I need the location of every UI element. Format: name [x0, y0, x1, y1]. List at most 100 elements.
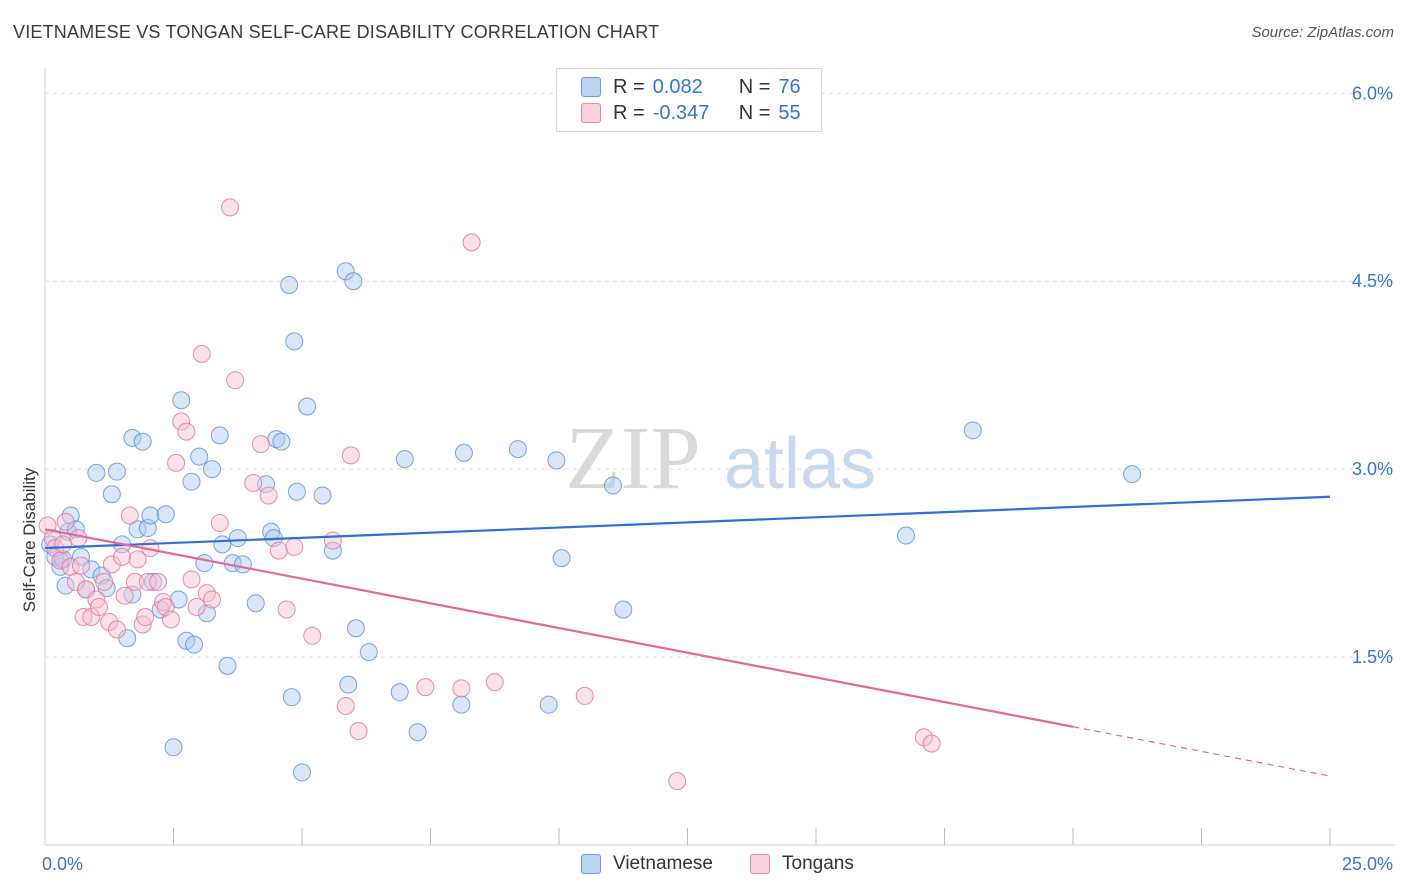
point-tongans: [115, 586, 134, 605]
point-tongans: [269, 541, 288, 560]
point-tongans: [336, 696, 355, 715]
point-vietnamese: [508, 440, 527, 459]
y-tick-label: 4.5%: [1352, 271, 1393, 291]
point-vietnamese: [133, 432, 152, 451]
legend-n-value: 76: [778, 75, 801, 98]
point-tongans: [74, 607, 93, 626]
trend-line-tongans: [44, 528, 1074, 728]
legend-n-label: N =: [738, 101, 771, 124]
point-tongans: [136, 607, 155, 626]
y-tick-label: 6.0%: [1352, 83, 1393, 103]
point-tongans: [575, 686, 594, 705]
point-vietnamese: [390, 683, 409, 702]
point-vietnamese: [454, 443, 473, 462]
point-tongans: [53, 535, 72, 554]
point-tongans: [277, 600, 296, 619]
legend-r-value: -0.347: [652, 101, 710, 124]
point-tongans: [95, 572, 114, 591]
point-vietnamese: [182, 472, 201, 491]
point-vietnamese: [359, 643, 378, 662]
point-vietnamese: [56, 576, 75, 595]
point-vietnamese: [203, 460, 222, 479]
point-tongans: [161, 610, 180, 629]
bottom-legend-label-vietnamese: Vietnamese: [613, 853, 713, 874]
point-tongans: [66, 572, 85, 591]
point-tongans: [149, 572, 168, 591]
point-tongans: [154, 592, 173, 611]
point-tongans: [56, 512, 75, 531]
point-vietnamese: [963, 421, 982, 440]
point-tongans: [82, 607, 101, 626]
point-vietnamese: [257, 475, 276, 494]
point-vietnamese: [185, 635, 204, 654]
point-vietnamese: [336, 262, 355, 281]
point-vietnamese: [172, 391, 191, 410]
x-tick-label: 25.0%: [1342, 854, 1393, 874]
point-vietnamese: [156, 505, 175, 524]
chart-title: VIETNAMESE VS TONGAN SELF-CARE DISABILIT…: [13, 22, 660, 42]
point-tongans: [341, 446, 360, 465]
point-vietnamese: [1123, 465, 1142, 484]
point-vietnamese: [123, 428, 142, 447]
point-vietnamese: [539, 695, 558, 714]
legend-swatch-vietnamese: [581, 77, 601, 97]
point-vietnamese: [272, 432, 291, 451]
point-tongans: [120, 506, 139, 525]
point-vietnamese: [346, 619, 365, 638]
point-vietnamese: [213, 535, 232, 554]
watermark-atlas: atlas: [724, 424, 876, 504]
point-vietnamese: [603, 476, 622, 495]
source-label: Source: ZipAtlas.com: [1251, 24, 1394, 41]
point-tongans: [485, 673, 504, 692]
point-vietnamese: [246, 594, 265, 613]
point-tongans: [462, 233, 481, 252]
point-vietnamese: [452, 695, 471, 714]
point-tongans: [138, 572, 157, 591]
point-tongans: [182, 570, 201, 589]
point-tongans: [113, 547, 132, 566]
point-vietnamese: [344, 272, 363, 291]
point-vietnamese: [51, 557, 70, 576]
point-tongans: [125, 572, 144, 591]
legend-swatch-tongans: [581, 103, 601, 123]
y-tick-label: 1.5%: [1352, 647, 1393, 667]
correlation-legend: R = 0.082 N = 76 R = -0.347 N = 55: [556, 68, 822, 132]
point-vietnamese: [339, 675, 358, 694]
y-tick-label: 3.0%: [1352, 459, 1393, 479]
point-tongans: [71, 556, 90, 575]
point-vietnamese: [285, 332, 304, 351]
point-vietnamese: [228, 529, 247, 548]
point-tongans: [192, 344, 211, 363]
point-tongans: [177, 422, 196, 441]
point-tongans: [452, 679, 471, 698]
point-vietnamese: [197, 604, 216, 623]
point-tongans: [210, 514, 229, 533]
point-vietnamese: [141, 506, 160, 525]
bottom-legend-vietnamese: Vietnamese: [581, 852, 713, 876]
point-tongans: [251, 435, 270, 454]
point-tongans: [87, 590, 106, 609]
point-tongans: [349, 721, 368, 740]
watermark-zip: ZIP: [566, 409, 701, 508]
point-tongans: [187, 597, 206, 616]
bottom-legend-swatch-vietnamese: [581, 854, 601, 874]
point-tongans: [102, 555, 121, 574]
point-tongans: [244, 473, 263, 492]
point-vietnamese: [323, 541, 342, 560]
point-vietnamese: [164, 738, 183, 757]
point-vietnamese: [195, 554, 214, 573]
point-tongans: [203, 590, 222, 609]
point-vietnamese: [614, 600, 633, 619]
point-tongans: [668, 772, 687, 791]
point-tongans: [167, 453, 186, 472]
legend-row-tongans: R = -0.347 N = 55: [581, 101, 801, 125]
trend-line-vietnamese: [44, 495, 1331, 550]
legend-n-value: 55: [778, 101, 801, 124]
point-tongans: [172, 412, 191, 431]
point-tongans: [69, 529, 88, 548]
point-vietnamese: [143, 572, 162, 591]
point-tongans: [416, 678, 435, 697]
legend-r-label: R =: [613, 75, 645, 98]
point-vietnamese: [107, 462, 126, 481]
point-vietnamese: [408, 723, 427, 742]
